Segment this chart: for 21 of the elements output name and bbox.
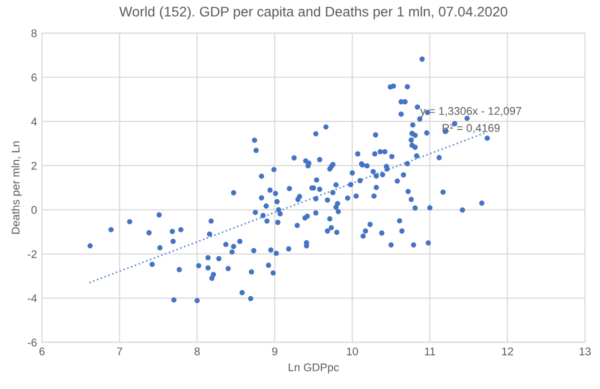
y-tick-label: 6 <box>32 74 37 82</box>
x-tick-label: 10 <box>346 347 358 356</box>
y-tick-label: 4 <box>31 118 37 126</box>
x-axis-title: Ln GDPpc <box>288 363 339 374</box>
annotation: y = 1,3306x - 12,097 <box>420 107 522 118</box>
x-tick-label: 8 <box>194 347 200 356</box>
x-tick-label: 12 <box>502 347 514 356</box>
y-tick-label: 8 <box>31 29 37 38</box>
y-axis-title: Deaths per mln, Ln <box>11 141 22 234</box>
x-tick-label: 7 <box>117 348 122 356</box>
y-tick-label: -2 <box>28 250 37 258</box>
y-tick-label: 2 <box>32 162 37 170</box>
annotation: R² = 0,4169 <box>442 124 500 134</box>
x-tick-label: 11 <box>424 348 436 356</box>
x-tick-label: 13 <box>580 347 591 356</box>
chart-title: World (152). GDP per capita and Deaths per 1 mln, 07.04.2020 <box>119 6 508 20</box>
y-tick-label: -4 <box>28 294 37 302</box>
y-tick-label: -6 <box>28 338 37 346</box>
y-tick-label: 0 <box>31 206 37 214</box>
x-tick-label: 6 <box>39 347 45 356</box>
x-tick-label: 9 <box>272 347 278 356</box>
